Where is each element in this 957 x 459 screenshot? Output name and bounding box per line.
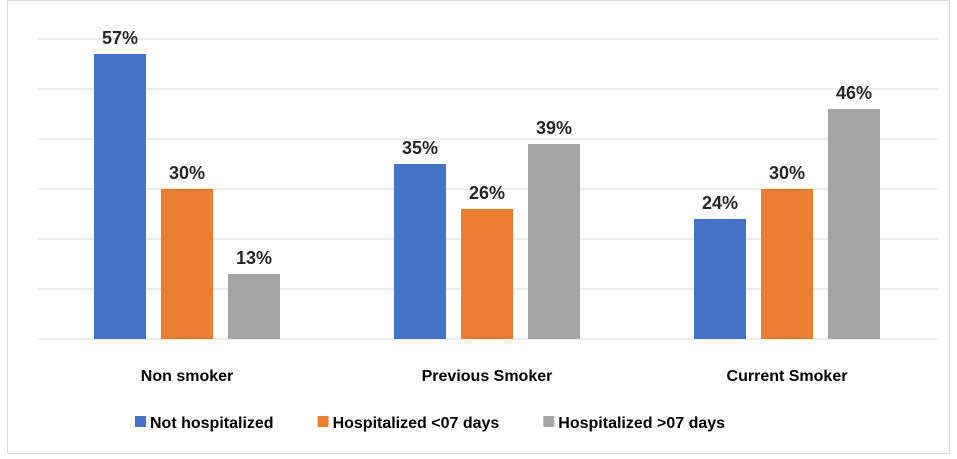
x-tick-label: Previous Smoker [422,368,553,385]
bar [461,209,513,339]
bar [694,219,746,339]
data-label: 35% [402,138,438,158]
bar [228,274,280,339]
legend-label: Hospitalized >07 days [558,415,725,432]
legend-swatch [135,416,146,427]
bar [761,189,813,339]
bar [394,164,446,339]
data-label: 57% [102,28,138,48]
data-label: 13% [236,248,272,268]
legend-swatch [317,416,329,427]
bar [161,189,213,339]
data-label: 24% [702,193,738,213]
legend-label: Hospitalized <07 days [333,415,500,432]
x-tick-label: Current Smoker [727,368,848,385]
legend-swatch [543,416,555,427]
data-label: 30% [169,163,205,183]
legend-label: Not hospitalized [150,415,274,432]
bar [828,109,880,339]
x-tick-label: Non smoker [141,368,233,385]
data-label: 46% [836,83,872,103]
data-label: 39% [536,118,572,138]
bar [94,54,146,339]
bar [528,144,580,339]
data-label: 30% [769,163,805,183]
data-label: 26% [469,183,505,203]
